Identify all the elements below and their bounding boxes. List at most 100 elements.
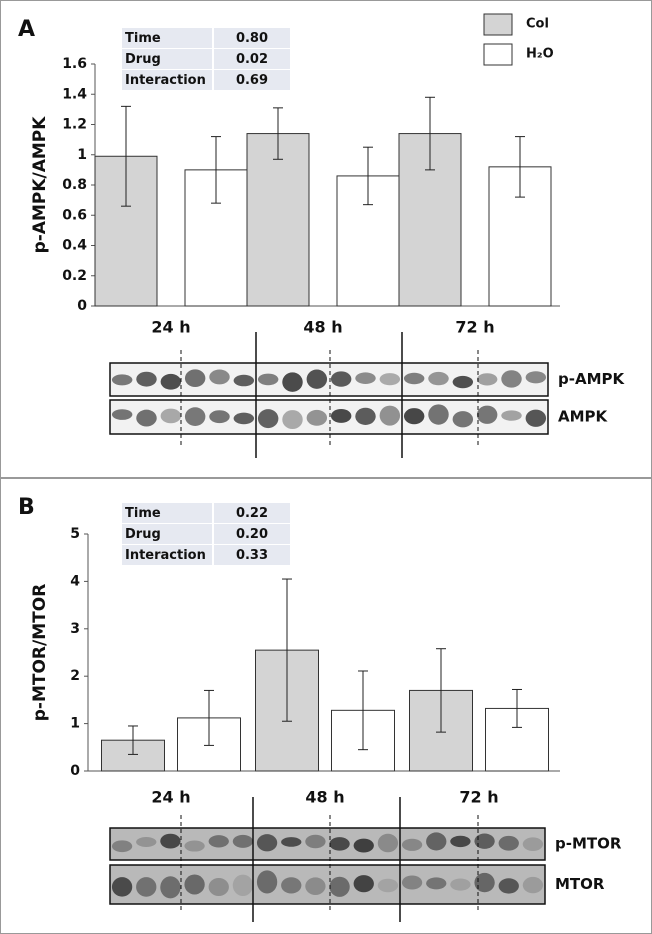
error-bar bbox=[273, 107, 283, 160]
y-tick-label: 0 bbox=[70, 763, 80, 779]
stats-cell bbox=[214, 524, 290, 544]
stats-cell bbox=[214, 503, 290, 523]
error-bar bbox=[512, 688, 522, 728]
error-bar bbox=[515, 136, 525, 198]
blot-band bbox=[474, 872, 495, 893]
y-tick-label: 1 bbox=[70, 716, 80, 732]
blot-band bbox=[208, 877, 229, 897]
stats-cell bbox=[214, 70, 290, 90]
blot-band bbox=[257, 409, 279, 429]
blot-band bbox=[136, 877, 157, 897]
stats-label: Interaction bbox=[125, 73, 206, 88]
blot-band bbox=[522, 876, 544, 894]
stats-cell bbox=[122, 70, 212, 90]
blot-band bbox=[160, 876, 181, 899]
y-tick-label: 0.4 bbox=[62, 238, 87, 254]
blot-band bbox=[232, 834, 254, 848]
blot-band bbox=[256, 834, 278, 852]
blot-band bbox=[450, 835, 471, 848]
blot-band bbox=[257, 373, 279, 386]
x-tick-label: 24 h bbox=[151, 318, 190, 337]
blot-band bbox=[353, 875, 374, 893]
blot-band bbox=[136, 409, 157, 427]
error-bar bbox=[436, 648, 446, 733]
stats-value: 0.20 bbox=[236, 527, 268, 542]
stats-cell bbox=[122, 503, 212, 523]
stats-cell bbox=[122, 49, 212, 69]
blot-band bbox=[525, 371, 547, 384]
blot bbox=[109, 362, 549, 397]
blot-band bbox=[353, 838, 374, 853]
blot-band bbox=[330, 371, 352, 387]
stats-label: Time bbox=[125, 31, 161, 46]
blot-band bbox=[233, 412, 255, 425]
blot-band bbox=[111, 840, 133, 853]
blot-band bbox=[452, 375, 474, 389]
blot-band bbox=[111, 409, 133, 420]
x-tick-label: 48 h bbox=[305, 788, 344, 807]
y-axis-label: p-MTOR/MTOR bbox=[30, 584, 50, 722]
stats-cell bbox=[214, 545, 290, 565]
blot-band bbox=[474, 833, 495, 849]
stats-value: 0.33 bbox=[236, 548, 268, 563]
blot-band bbox=[184, 369, 206, 388]
blot-band bbox=[476, 405, 498, 424]
blot-label: p-MTOR bbox=[555, 835, 622, 853]
blot-band bbox=[450, 878, 471, 891]
y-tick-label: 1.4 bbox=[62, 86, 87, 102]
stats-cell bbox=[122, 545, 212, 565]
blot-band bbox=[281, 837, 302, 847]
legend-label: Col bbox=[526, 17, 549, 32]
y-tick-label: 1 bbox=[77, 147, 87, 163]
blot-band bbox=[452, 411, 474, 428]
blot-band bbox=[184, 874, 205, 895]
blot bbox=[109, 864, 546, 905]
blot bbox=[109, 827, 546, 861]
error-bar bbox=[211, 136, 221, 204]
stats-label: Time bbox=[125, 506, 161, 521]
stats-label: Drug bbox=[125, 52, 161, 67]
blot-band bbox=[305, 877, 326, 895]
error-bar bbox=[121, 105, 131, 207]
stats-cell bbox=[122, 524, 212, 544]
blot-band bbox=[401, 838, 423, 851]
stats-label: Interaction bbox=[125, 548, 206, 563]
blot-band bbox=[498, 878, 519, 894]
panel-letter: A bbox=[18, 17, 35, 42]
x-tick-label: 48 h bbox=[303, 318, 342, 337]
blot-band bbox=[282, 410, 303, 430]
blot-band bbox=[208, 835, 229, 848]
blot-band bbox=[281, 877, 302, 894]
blot-band bbox=[525, 409, 547, 427]
blot-band bbox=[426, 832, 447, 851]
y-tick-label: 2 bbox=[70, 668, 80, 684]
blot-label: MTOR bbox=[555, 875, 605, 893]
y-tick-label: 0 bbox=[77, 298, 87, 314]
y-tick-label: 0.6 bbox=[62, 207, 87, 223]
blot-band bbox=[282, 372, 303, 392]
stats-cell bbox=[214, 28, 290, 48]
blot-band bbox=[401, 875, 423, 890]
blot-band bbox=[111, 374, 133, 386]
stats-cell bbox=[122, 28, 212, 48]
blot-band bbox=[136, 837, 157, 847]
blot-band bbox=[355, 407, 376, 425]
y-tick-label: 1.2 bbox=[62, 117, 87, 133]
blot-band bbox=[256, 870, 278, 894]
blot-band bbox=[379, 373, 401, 386]
error-bar bbox=[425, 96, 435, 171]
blot-band bbox=[233, 374, 255, 387]
blot-band bbox=[160, 373, 182, 390]
blot-band bbox=[306, 409, 328, 426]
blot-band bbox=[330, 409, 352, 423]
error-bar bbox=[358, 670, 368, 751]
blot-band bbox=[160, 833, 181, 849]
blot-band bbox=[111, 877, 133, 897]
y-tick-label: 5 bbox=[70, 526, 80, 542]
blot-band bbox=[184, 840, 205, 852]
blot-band bbox=[428, 404, 449, 425]
blot-band bbox=[377, 833, 399, 853]
stats-value: 0.80 bbox=[236, 31, 268, 46]
blot-band bbox=[305, 834, 326, 849]
